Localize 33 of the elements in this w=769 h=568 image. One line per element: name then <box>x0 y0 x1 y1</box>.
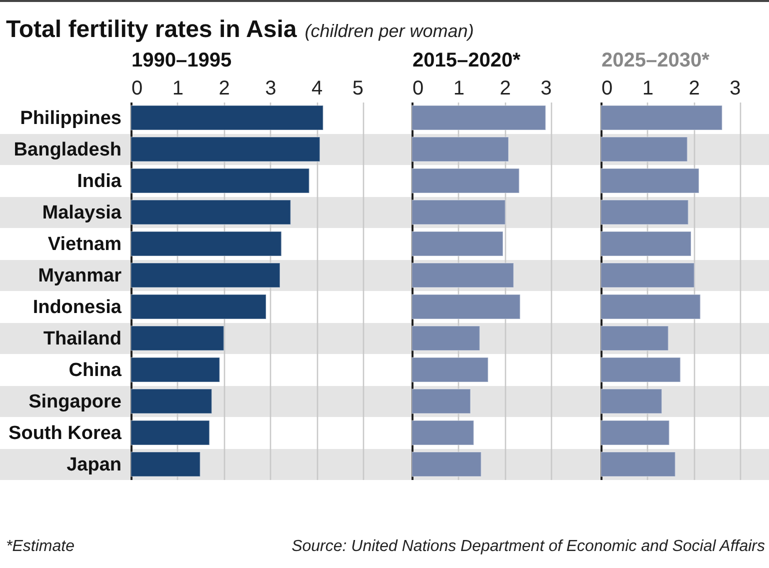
y-tick-label: Bangladesh <box>14 139 122 160</box>
x-axis-title: 2025–2030* <box>602 50 710 72</box>
x-tick-label: 3 <box>265 78 276 100</box>
y-tick-label: Thailand <box>43 328 122 350</box>
x-tick-label: 0 <box>132 78 143 100</box>
x-tick-label: 1 <box>453 78 464 100</box>
y-tick-label: Singapore <box>28 391 122 412</box>
x-tick-label: 2 <box>688 78 700 100</box>
x-tick-label: 3 <box>540 78 552 100</box>
source-note: Source: United Nations Department of Economic and Social Affairs <box>292 538 765 556</box>
y-tick-label: India <box>77 170 122 192</box>
chart-subtitle: (children per woman) <box>304 21 474 41</box>
x-axis-title: 1990–1995 <box>132 50 232 72</box>
y-tick-label: Indonesia <box>32 296 122 318</box>
x-axis-title: 2015–2020* <box>412 50 521 72</box>
y-tick-label: Myanmar <box>38 265 122 286</box>
y-tick-label: Malaysia <box>42 202 122 224</box>
x-tick-label: 1 <box>642 78 654 100</box>
x-tick-label: 1 <box>172 78 184 100</box>
x-tick-label: 3 <box>730 78 741 100</box>
y-tick-label: Japan <box>66 454 122 476</box>
x-tick-label: 2 <box>500 78 511 100</box>
x-tick-label: 2 <box>218 78 230 100</box>
text: *Estimate <box>6 538 74 556</box>
chart-title: Total fertility rates in Asia <box>6 16 297 43</box>
x-tick-label: 0 <box>412 78 424 100</box>
x-tick-label: 4 <box>312 78 323 100</box>
x-tick-label: 5 <box>352 78 364 100</box>
y-tick-label: China <box>68 360 122 381</box>
y-tick-label: South Korea <box>8 422 122 444</box>
x-tick-label: 0 <box>602 78 613 100</box>
y-tick-label: Vietnam <box>48 234 122 255</box>
y-tick-label: Philippines <box>20 108 122 129</box>
